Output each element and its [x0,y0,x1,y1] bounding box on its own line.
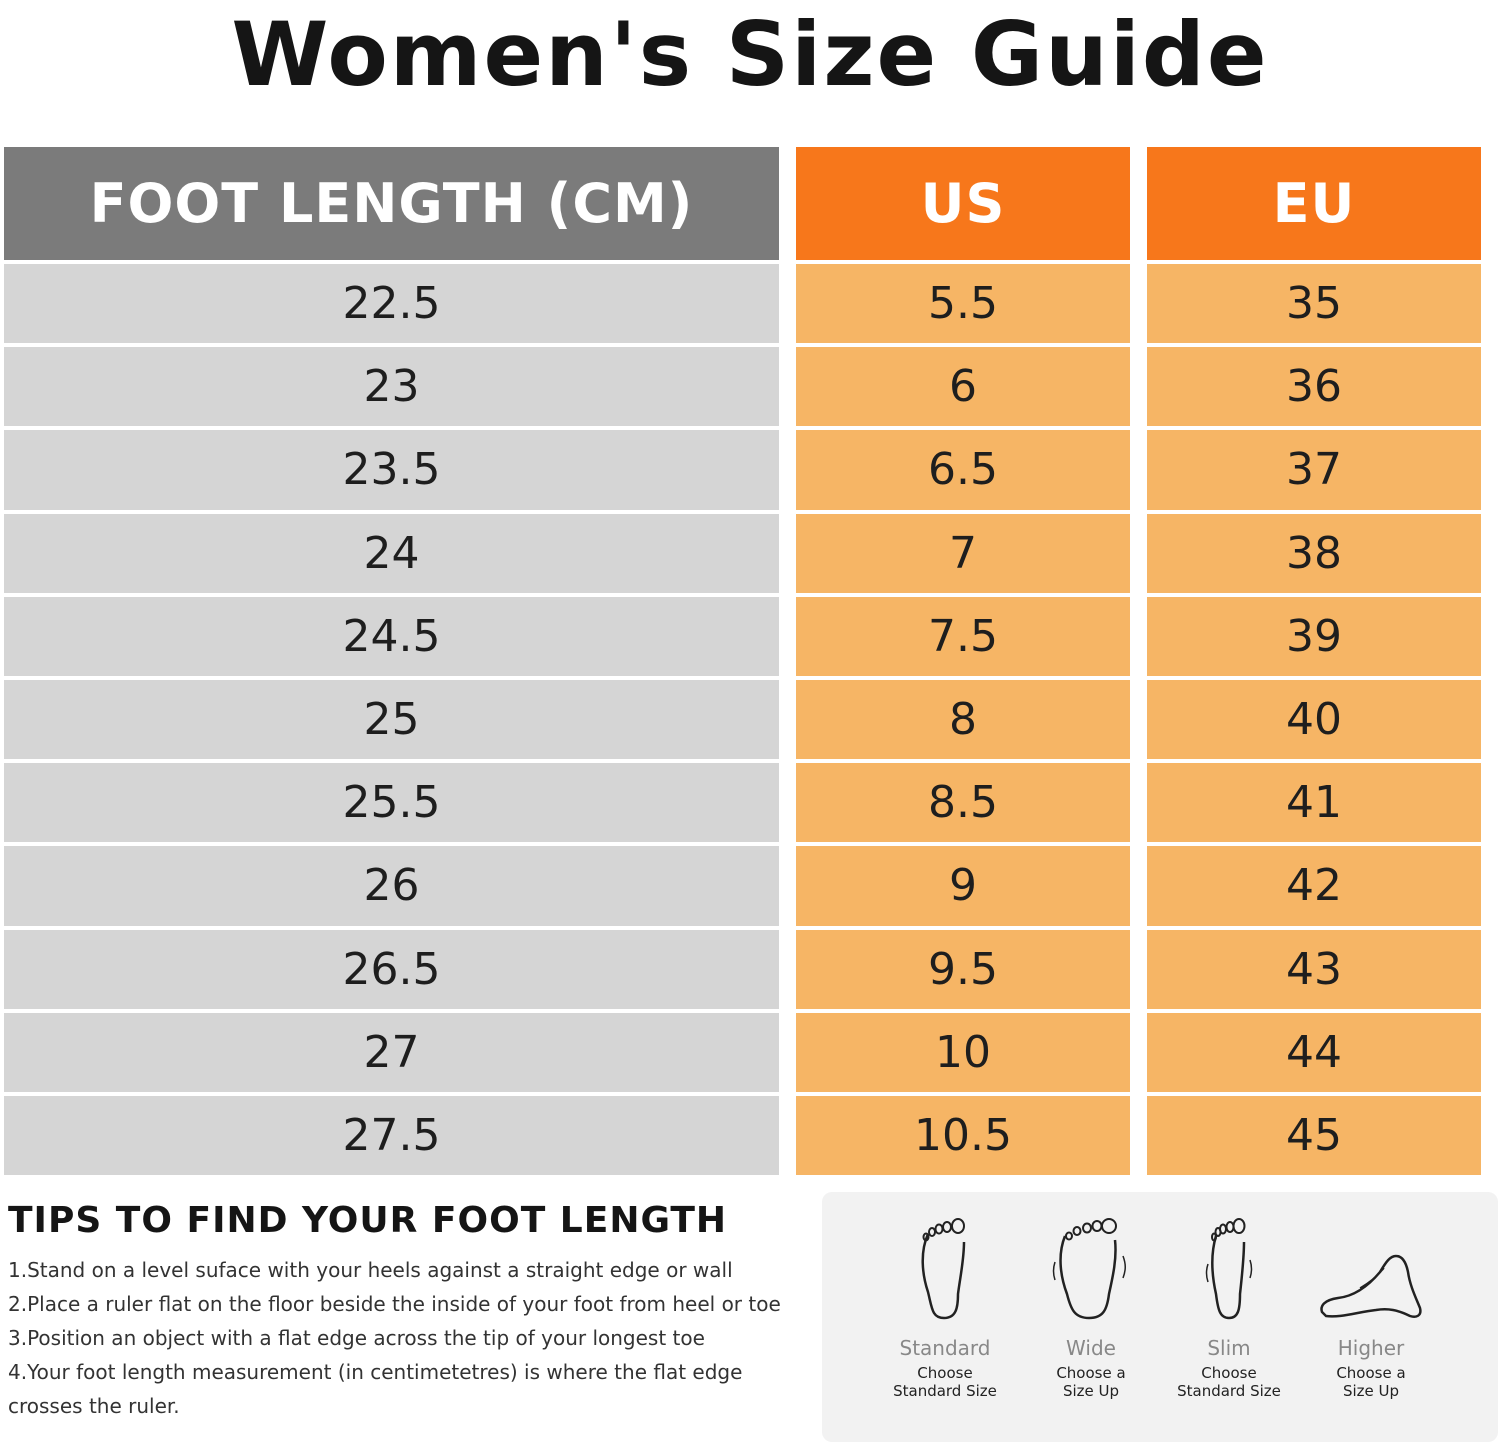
foot-length-header: FOOT LENGTH (CM) [4,147,779,260]
foot-type-standard: Standard Choose Standard Size [870,1212,1020,1400]
us-size-cell: 10 [796,1012,1130,1092]
eu-size-cell: 43 [1147,929,1481,1009]
foot-type-higher: Higher Choose a Size Up [1296,1212,1446,1400]
tips-title: TIPS TO FIND YOUR FOOT LENGTH [8,1200,728,1241]
foot-type-advice: Choose a Size Up [1336,1364,1406,1400]
foot-type-advice: Choose Standard Size [1177,1364,1281,1400]
foot-length-cell: 27 [4,1012,779,1092]
eu-size-cell: 41 [1147,763,1481,843]
foot-length-cell: 24 [4,513,779,593]
foot-length-cell: 23 [4,347,779,427]
us-size-cell: 6.5 [796,430,1130,510]
foot-type-panel: Standard Choose Standard Size Wide Choos… [822,1192,1498,1442]
foot-type-slim: Slim Choose Standard Size [1154,1212,1304,1400]
eu-size-cell: 35 [1147,264,1481,344]
tip-item: 4.Your foot length measurement (in centi… [8,1360,743,1418]
wide-foot-icon [1016,1212,1166,1322]
foot-length-cell: 25 [4,679,779,760]
eu-size-cell: 45 [1147,1095,1481,1176]
eu-size-cell: 44 [1147,1012,1481,1092]
us-size-cell: 10.5 [796,1095,1130,1176]
page-title: Women's Size Guide [231,3,1269,106]
tip-item: 2.Place a ruler flat on the floor beside… [8,1292,781,1316]
foot-type-label: Standard [899,1336,991,1360]
eu-size-cell: 37 [1147,430,1481,510]
foot-type-label: Slim [1207,1336,1251,1360]
tips-section: TIPS TO FIND YOUR FOOT LENGTH 1.Stand on… [8,1200,818,1423]
foot-length-column: FOOT LENGTH (CM) 22.5 23 23.5 24 24.5 25 25.5 2… [4,147,779,1176]
us-size-cell: 9 [796,846,1130,926]
eu-size-cell: 38 [1147,513,1481,593]
foot-length-cell: 23.5 [4,430,779,510]
us-size-cell: 8.5 [796,763,1130,843]
foot-type-label: Higher [1337,1336,1405,1360]
eu-header: EU [1147,147,1481,260]
eu-size-cell: 42 [1147,846,1481,926]
eu-size-cell: 36 [1147,347,1481,427]
slim-foot-icon [1154,1212,1304,1322]
us-size-cell: 7 [796,513,1130,593]
foot-length-cell: 22.5 [4,264,779,344]
us-size-column: US 5.5 6 6.5 7 7.5 8 8.5 9 9.5 10 10.5 [796,147,1130,1176]
foot-type-advice: Choose Standard Size [893,1364,997,1400]
us-size-cell: 7.5 [796,596,1130,676]
eu-size-column: EU 35 36 37 38 39 40 41 42 43 44 45 [1147,147,1481,1176]
us-size-cell: 9.5 [796,929,1130,1009]
foot-type-wide: Wide Choose a Size Up [1016,1212,1166,1400]
foot-type-label: Wide [1066,1336,1116,1360]
foot-length-cell: 24.5 [4,596,779,676]
us-size-cell: 8 [796,679,1130,760]
us-size-cell: 5.5 [796,264,1130,344]
tip-item: 3.Position an object with a flat edge ac… [8,1326,705,1350]
tip-item: 1.Stand on a level suface with your heel… [8,1258,733,1282]
foot-type-advice: Choose a Size Up [1056,1364,1126,1400]
foot-length-cell: 26 [4,846,779,926]
eu-size-cell: 39 [1147,596,1481,676]
high-arch-foot-icon [1296,1212,1446,1322]
foot-length-cell: 25.5 [4,763,779,843]
standard-foot-icon [870,1212,1020,1322]
eu-size-cell: 40 [1147,679,1481,760]
foot-length-cell: 26.5 [4,929,779,1009]
foot-length-cell: 27.5 [4,1095,779,1176]
us-header: US [796,147,1130,260]
us-size-cell: 6 [796,347,1130,427]
